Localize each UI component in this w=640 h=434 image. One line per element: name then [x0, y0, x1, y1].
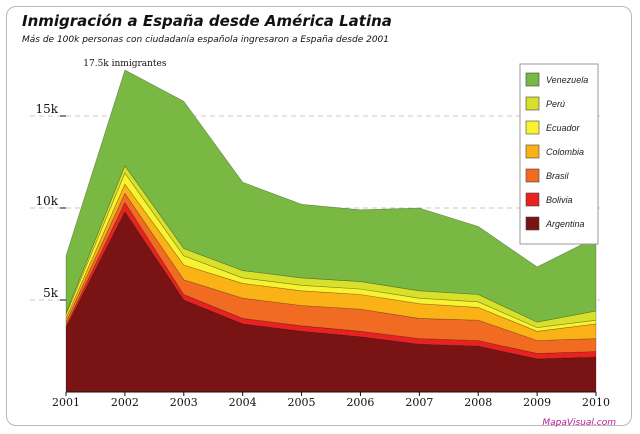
x-tick-label: 2007 [405, 396, 433, 409]
x-tick-label: 2001 [52, 396, 80, 409]
legend-label-argentina: Argentina [545, 219, 585, 229]
legend-swatch-venezuela [525, 72, 540, 87]
annotations: 17.5k inmigrantes [83, 59, 167, 69]
area-series [65, 69, 597, 393]
x-tick-label: 2003 [170, 396, 198, 409]
legend-label-colombia: Colombia [546, 147, 584, 157]
area-ecuador [65, 172, 597, 332]
y-tick-label: 5k [43, 286, 59, 300]
legend: Venezuela Perú Ecuador Colombia Brasil Bolivi… [519, 63, 599, 245]
legend-swatch-ecuador [525, 120, 540, 135]
legend-swatch-argentina [525, 216, 540, 231]
legend-label-peru: Perú [546, 99, 565, 109]
peak-annotation: 17.5k inmigrantes [83, 59, 167, 69]
x-tick-label: 2009 [523, 396, 551, 409]
chart-frame [6, 6, 632, 426]
legend-swatch-brasil [525, 168, 540, 183]
x-tick-label: 2004 [229, 396, 257, 409]
credit-link[interactable]: MapaVisual.com [542, 418, 616, 428]
legend-label-ecuador: Ecuador [546, 123, 581, 133]
area-colombia [65, 183, 597, 341]
y-tick-label: 15k [35, 102, 58, 116]
legend-swatch-peru [525, 96, 540, 111]
y-axis: 5k 10k 15k [35, 102, 66, 301]
area-bolivia [65, 201, 597, 360]
x-tick-label: 2002 [111, 396, 139, 409]
x-axis: 2001 2002 2003 2004 2005 2006 2007 2008 2009 2010 [52, 391, 610, 409]
y-tick-label: 10k [35, 194, 58, 208]
legend-swatch-bolivia [525, 192, 540, 207]
chart-subtitle: Más de 100k personas con ciudadanía espa… [22, 35, 390, 45]
chart-title: Inmigración a España desde América Latin… [22, 12, 392, 30]
x-tick-label: 2005 [288, 396, 316, 409]
x-tick-label: 2008 [464, 396, 492, 409]
area-venezuela [65, 69, 597, 323]
legend-label-venezuela: Venezuela [546, 75, 588, 85]
x-tick-label: 2006 [346, 396, 374, 409]
legend-label-bolivia: Bolivia [546, 195, 573, 205]
legend-label-brasil: Brasil [546, 171, 570, 181]
x-tick-label: 2010 [582, 396, 610, 409]
legend-swatch-colombia [525, 144, 540, 159]
